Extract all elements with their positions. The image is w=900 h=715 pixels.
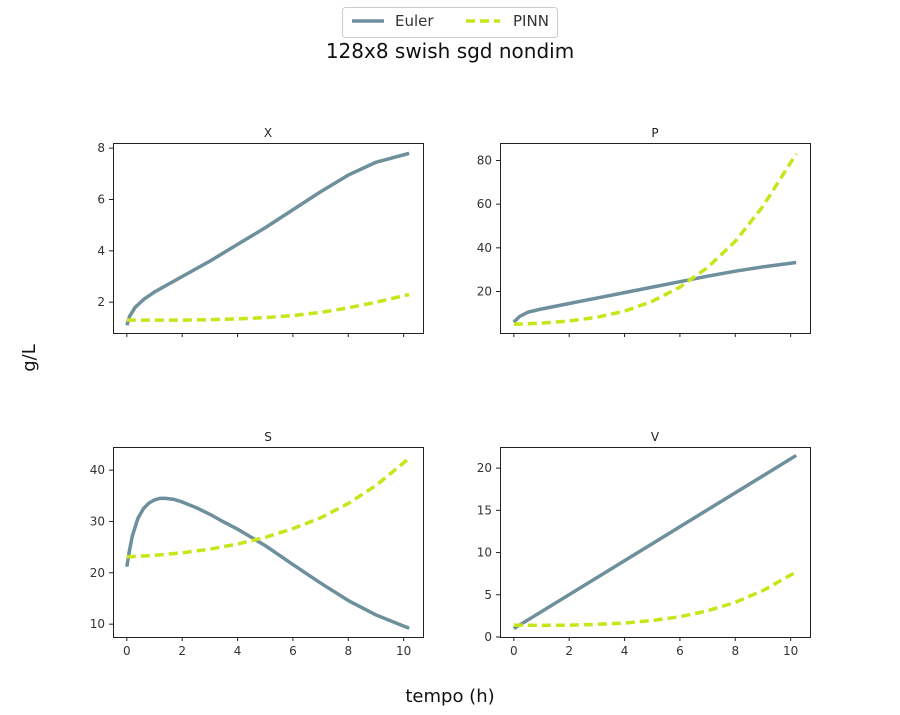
- y-tick-label-s: 20: [90, 566, 105, 580]
- x-tick-label-v: 2: [565, 644, 573, 658]
- y-tick-label-x: 8: [97, 141, 105, 155]
- y-tick-label-p: 60: [477, 197, 492, 211]
- figure-title: 128x8 swish sgd nondim: [326, 39, 574, 63]
- axes-frame-p: [500, 143, 811, 334]
- x-tick-label-s: 8: [344, 644, 352, 658]
- subplot-p: P 20 40 60 80: [477, 126, 811, 337]
- subplots: X 2 4 6 8 P 20 40 60 80 S 0 2 4 6 8 10 10 20 30 40 V 0 2 4 6 8 10 0 5…: [90, 126, 811, 658]
- y-tick-label-p: 40: [477, 241, 492, 255]
- legend-euler-label: Euler: [395, 12, 434, 30]
- legend-pinn-label: PINN: [513, 12, 549, 30]
- series-euler-p: [512, 260, 797, 324]
- y-axis-label: g/L: [19, 344, 40, 372]
- x-tick-label-v: 6: [676, 644, 684, 658]
- y-tick-label-p: 80: [477, 153, 492, 167]
- subplot-v: V 0 2 4 6 8 10 0 5 10 15 20: [477, 430, 811, 658]
- y-tick-label-s: 10: [90, 617, 105, 631]
- subplot-title-s: S: [264, 430, 272, 444]
- subplot-title-p: P: [651, 126, 658, 140]
- axes-frame-x: [113, 143, 424, 334]
- x-tick-label-v: 10: [783, 644, 798, 658]
- subplot-title-x: X: [264, 126, 272, 140]
- series-pinn-v: [513, 570, 798, 628]
- axes-frame-s: [113, 447, 424, 638]
- x-tick-label-s: 0: [123, 644, 131, 658]
- x-tick-label-s: 4: [234, 644, 242, 658]
- y-tick-label-v: 20: [477, 461, 492, 475]
- subplot-x: X 2 4 6 8: [97, 126, 424, 337]
- series-pinn-p: [513, 152, 798, 327]
- legend: Euler PINN: [342, 7, 558, 38]
- x-tick-label-v: 4: [621, 644, 629, 658]
- series-pinn-x: [126, 292, 410, 322]
- series-euler-v: [512, 453, 798, 631]
- y-tick-label-v: 5: [484, 588, 492, 602]
- subplot-title-v: V: [651, 430, 660, 444]
- y-tick-label-v: 0: [484, 630, 492, 644]
- x-tick-label-s: 2: [178, 644, 186, 658]
- y-tick-label-v: 15: [477, 503, 492, 517]
- y-tick-label-s: 40: [90, 463, 105, 477]
- x-tick-label-v: 0: [510, 644, 518, 658]
- x-tick-label-s: 6: [289, 644, 297, 658]
- x-tick-label-s: 10: [396, 644, 411, 658]
- axes-frame-v: [500, 447, 811, 638]
- series-euler-s: [125, 496, 410, 630]
- x-tick-label-v: 8: [731, 644, 739, 658]
- y-tick-label-s: 30: [90, 514, 105, 528]
- y-tick-label-v: 10: [477, 546, 492, 560]
- y-tick-label-x: 4: [97, 244, 105, 258]
- series-pinn-s: [126, 456, 411, 559]
- y-tick-label-x: 6: [97, 192, 105, 206]
- legend-frame: [342, 7, 558, 38]
- y-tick-label-p: 20: [477, 285, 492, 299]
- y-tick-label-x: 2: [97, 295, 105, 309]
- series-euler-x: [125, 151, 410, 326]
- x-axis-label: tempo (h): [405, 686, 494, 707]
- subplot-s: S 0 2 4 6 8 10 10 20 30 40: [90, 430, 424, 658]
